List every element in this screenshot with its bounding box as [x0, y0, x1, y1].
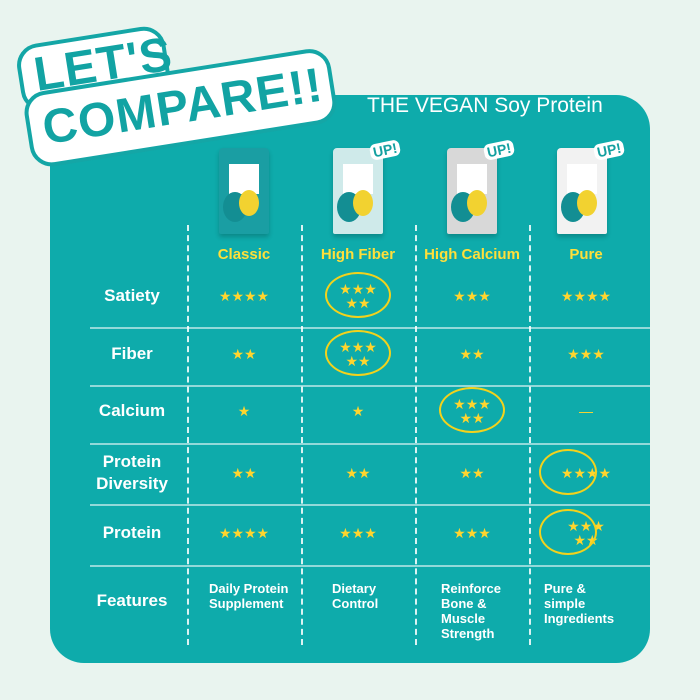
rating-cell: ★★: [415, 466, 529, 480]
rating-cell: ★★★: [415, 289, 529, 303]
star-rating-icon: ★★: [231, 346, 257, 362]
rating-cell: ★: [187, 404, 301, 418]
rating-cell: ★★: [415, 347, 529, 361]
highlight-circle: [325, 330, 391, 376]
rating-cell: ★: [301, 404, 415, 418]
rating-cell: ★★★★: [529, 289, 643, 303]
product-name: Pure: [569, 246, 603, 263]
row-label: Calcium: [98, 401, 166, 420]
row-label: Protein Diversity: [96, 452, 168, 493]
product-name: High Calcium: [424, 246, 520, 263]
star-rating-icon: ★★★★: [218, 288, 270, 304]
star-rating-icon: ★★★: [567, 346, 605, 362]
feature-text: Pure & simple Ingredients: [544, 581, 615, 626]
row-label: Satiety: [104, 286, 160, 305]
row-divider: [90, 504, 650, 506]
star-rating-icon: ★★: [231, 465, 257, 481]
product-bag-image: [447, 148, 497, 234]
rating-cell: ★★: [301, 466, 415, 480]
product-bag-image: [557, 148, 607, 234]
star-rating-icon: ★★: [459, 346, 485, 362]
rating-cell: ★★★★: [187, 526, 301, 540]
highlight-circle: [539, 449, 597, 495]
row-label-features: Features: [96, 591, 168, 610]
star-rating-icon: ★: [237, 403, 251, 419]
row-divider: [90, 385, 650, 387]
star-rating-icon: ★★★★: [218, 525, 270, 541]
product-bag-image: [219, 148, 269, 234]
star-rating-icon: ★★★★: [560, 288, 612, 304]
star-rating-icon: ★: [351, 403, 365, 419]
column-divider: [529, 225, 531, 645]
row-divider: [90, 565, 650, 567]
feature-text: Reinforce Bone & Muscle Strength: [441, 581, 501, 641]
row-label: Fiber: [111, 344, 153, 363]
column-divider: [415, 225, 417, 645]
brand-title: THE VEGAN Soy Protein: [367, 94, 603, 117]
product-name: High Fiber: [320, 246, 396, 263]
feature-text: Daily Protein Supplement: [209, 581, 289, 611]
column-divider: [187, 225, 189, 645]
row-label: Protein: [102, 523, 162, 542]
rating-cell: ★★: [187, 466, 301, 480]
star-rating-icon: ★★: [459, 465, 485, 481]
column-divider: [301, 225, 303, 645]
highlight-circle: [539, 509, 597, 555]
row-divider: [90, 443, 650, 445]
product-name: Classic: [217, 246, 271, 263]
rating-cell: ★★★: [529, 347, 643, 361]
highlight-circle: [439, 387, 505, 433]
highlight-circle: [325, 272, 391, 318]
product-bag-image: [333, 148, 383, 234]
rating-cell: ★★: [187, 347, 301, 361]
feature-text: Dietary Control: [332, 581, 379, 611]
rating-cell: —: [529, 404, 643, 418]
star-rating-icon: ★★: [345, 465, 371, 481]
row-divider: [90, 327, 650, 329]
star-rating-icon: —: [579, 403, 593, 419]
star-rating-icon: ★★★: [453, 288, 491, 304]
rating-cell: ★★★: [415, 526, 529, 540]
star-rating-icon: ★★★: [453, 525, 491, 541]
rating-cell: ★★★★: [187, 289, 301, 303]
rating-cell: ★★★: [301, 526, 415, 540]
star-rating-icon: ★★★: [339, 525, 377, 541]
